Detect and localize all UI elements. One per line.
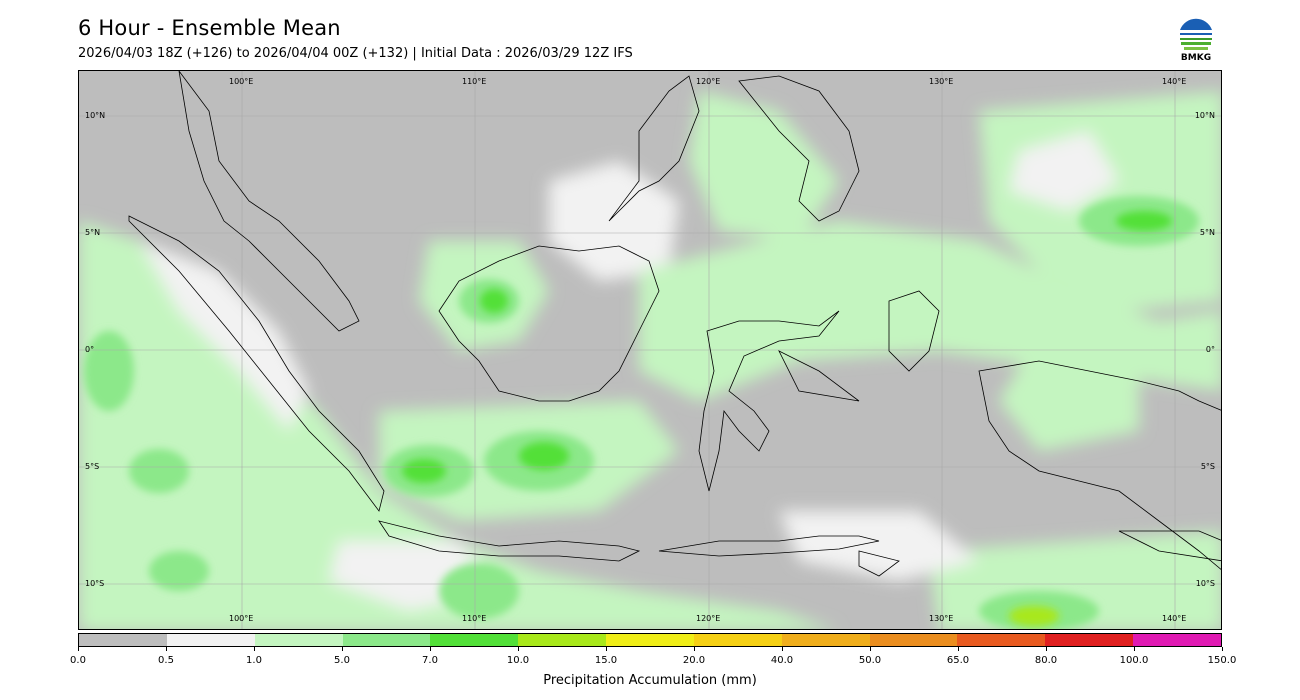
colorbar-tick [517,647,519,651]
colorbar-tick [429,647,431,651]
lon-label-bottom: 100°E [229,614,254,623]
colorbar-tick-label: 0.0 [70,655,86,666]
bmkg-logo-icon [1179,18,1213,53]
colorbar-segment [869,634,958,646]
lon-label-bottom: 120°E [696,614,721,623]
colorbar-segment [79,634,167,646]
colorbar-segment [1133,634,1221,646]
lon-label-top: 110°E [462,77,487,86]
colorbar-segment [693,634,782,646]
colorbar-tick-label: 5.0 [334,655,350,666]
lat-label-right: 5°N [1199,228,1215,237]
lat-label-left: 5°S [85,462,100,471]
lon-label-top: 130°E [929,77,954,86]
colorbar-label: Precipitation Accumulation (mm) [543,673,757,688]
map-canvas [79,71,1221,629]
colorbar-segment [342,634,431,646]
colorbar-tick [957,647,959,651]
map-title: 6 Hour - Ensemble Mean [78,16,341,40]
lat-label-left: 10°S [85,579,105,588]
colorbar-tick-label: 15.0 [594,655,618,666]
colorbar-tick-label: 80.0 [1034,655,1058,666]
lon-label-top: 120°E [696,77,721,86]
graticule [79,71,1221,629]
coastlines [128,71,1221,577]
colorbar-segment [166,634,255,646]
colorbar-tick [253,647,255,651]
colorbar-segment [1045,634,1134,646]
colorbar-tick-label: 150.0 [1207,655,1237,666]
colorbar-tick-label: 10.0 [506,655,530,666]
precipitation-map[interactable]: 100°E 110°E 120°E 130°E 140°E 100°E 110°… [78,70,1222,630]
colorbar-tick-label: 100.0 [1119,655,1149,666]
lat-label-left: 10°N [85,111,106,120]
colorbar-tick [605,647,607,651]
bmkg-logo: BMKG [1176,16,1216,66]
precipitation-colorbar [78,633,1222,647]
colorbar-tick-label: 7.0 [422,655,438,666]
bmkg-logo-text: BMKG [1180,53,1212,63]
colorbar-tick-label: 65.0 [946,655,970,666]
colorbar-tick [1221,647,1223,651]
lon-label-top: 140°E [1162,77,1187,86]
colorbar-tick [781,647,783,651]
colorbar-tick [1045,647,1047,651]
lat-label-right: 0° [1205,345,1215,354]
colorbar-segment [957,634,1046,646]
moderate-rain-areas [84,196,1199,629]
colorbar-segment [254,634,343,646]
colorbar-tick [165,647,167,651]
colorbar-tick-label: 50.0 [858,655,882,666]
lon-label-bottom: 140°E [1162,614,1187,623]
colorbar-tick-label: 40.0 [770,655,794,666]
lon-label-bottom: 110°E [462,614,487,623]
lat-label-right: 10°N [1194,111,1215,120]
colorbar-tick [869,647,871,651]
lon-label-top: 100°E [229,77,254,86]
heavy-rain-areas [402,211,1172,626]
colorbar-segment [430,634,519,646]
colorbar-tick-label: 1.0 [246,655,262,666]
lat-label-right: 10°S [1195,579,1215,588]
lat-label-left: 5°N [85,228,101,237]
colorbar-tick [1133,647,1135,651]
lat-label-left: 0° [85,345,95,354]
colorbar-tick [341,647,343,651]
lat-label-right: 5°S [1200,462,1215,471]
colorbar-tick-label: 0.5 [158,655,174,666]
colorbar-segment [781,634,870,646]
colorbar-tick [77,647,79,651]
lon-label-bottom: 130°E [929,614,954,623]
map-subtitle: 2026/04/03 18Z (+126) to 2026/04/04 00Z … [78,46,633,61]
colorbar-segment [518,634,607,646]
colorbar-tick [693,647,695,651]
colorbar-segment [606,634,694,646]
colorbar-tick-label: 20.0 [682,655,706,666]
